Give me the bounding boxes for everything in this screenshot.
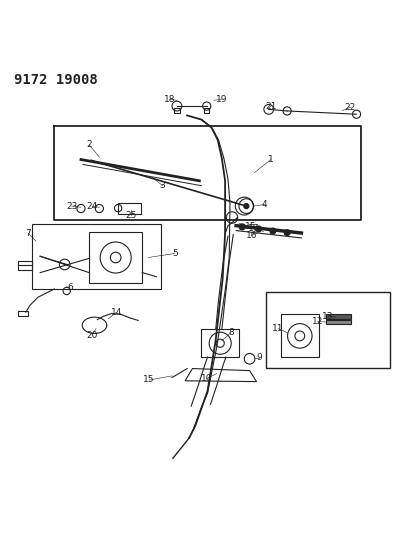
Text: 22: 22 bbox=[345, 103, 356, 112]
Bar bbox=[201, 329, 239, 357]
Circle shape bbox=[284, 230, 290, 236]
Text: 15: 15 bbox=[245, 222, 256, 231]
Bar bbox=[118, 203, 141, 214]
Bar bbox=[89, 232, 142, 283]
Text: 1: 1 bbox=[268, 155, 274, 164]
Bar bbox=[204, 108, 209, 112]
Text: 18: 18 bbox=[164, 95, 175, 103]
Text: 24: 24 bbox=[86, 201, 98, 211]
Text: 13: 13 bbox=[322, 312, 334, 321]
Bar bbox=[281, 314, 319, 357]
Text: 10: 10 bbox=[201, 374, 212, 383]
Text: 17: 17 bbox=[248, 224, 259, 233]
Circle shape bbox=[239, 224, 245, 230]
Text: 11: 11 bbox=[272, 324, 284, 333]
Bar bbox=[18, 261, 32, 270]
Text: 6: 6 bbox=[67, 283, 73, 292]
Text: 7: 7 bbox=[25, 229, 31, 238]
Circle shape bbox=[256, 226, 261, 232]
Text: 4: 4 bbox=[262, 200, 268, 209]
Text: 23: 23 bbox=[66, 201, 77, 211]
Text: 12: 12 bbox=[312, 317, 323, 326]
Text: 25: 25 bbox=[125, 211, 137, 220]
Text: 19: 19 bbox=[216, 95, 228, 103]
Bar bbox=[32, 224, 161, 289]
Text: 2: 2 bbox=[86, 140, 92, 149]
Bar bbox=[326, 314, 351, 319]
Text: 9: 9 bbox=[256, 353, 262, 362]
Bar bbox=[326, 320, 351, 325]
Bar bbox=[18, 311, 28, 316]
Text: 14: 14 bbox=[111, 308, 122, 317]
Bar bbox=[174, 108, 180, 114]
Text: 15: 15 bbox=[143, 375, 155, 384]
Text: 5: 5 bbox=[172, 249, 178, 258]
Text: 3: 3 bbox=[160, 181, 166, 190]
Text: 9172 19008: 9172 19008 bbox=[14, 72, 97, 86]
Bar bbox=[266, 292, 390, 368]
Text: 20: 20 bbox=[86, 330, 98, 340]
Circle shape bbox=[244, 204, 249, 208]
Circle shape bbox=[270, 228, 276, 234]
Text: 8: 8 bbox=[228, 328, 234, 337]
Text: 16: 16 bbox=[245, 231, 257, 240]
Text: 21: 21 bbox=[265, 102, 277, 111]
